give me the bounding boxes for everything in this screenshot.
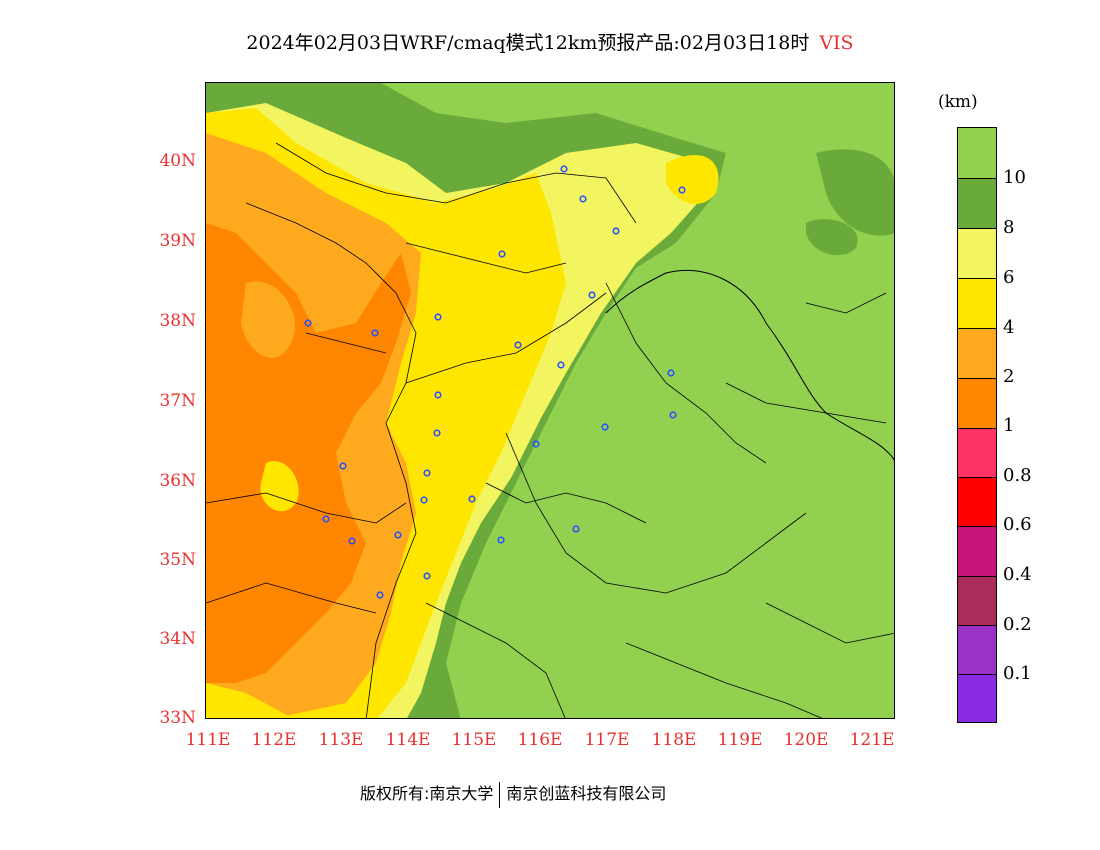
city-marker — [423, 572, 431, 580]
color-bar-segment — [958, 178, 996, 228]
lat-label: 39N — [159, 231, 196, 251]
lon-label: 112E — [251, 730, 297, 750]
city-marker — [433, 429, 441, 437]
lon-label: 118E — [651, 730, 697, 750]
lat-label: 33N — [159, 708, 196, 728]
city-marker — [339, 462, 347, 470]
footer-company: 南京创蓝科技有限公司 — [506, 784, 667, 803]
city-marker — [497, 536, 505, 544]
lon-label: 113E — [318, 730, 364, 750]
visibility-map — [205, 82, 895, 719]
region-vis-2-4-patch — [241, 281, 295, 358]
legend-label: 4 — [1003, 317, 1015, 338]
legend-label: 0.8 — [1003, 465, 1032, 486]
legend-label: 6 — [1003, 267, 1015, 288]
color-bar-segment — [958, 228, 996, 278]
region-vis-8-10-ne — [816, 149, 894, 236]
lat-label: 34N — [159, 629, 196, 649]
lon-label: 117E — [584, 730, 630, 750]
coastline — [605, 269, 894, 461]
city-marker — [371, 329, 379, 337]
lon-label: 115E — [451, 730, 497, 750]
lon-label: 111E — [185, 730, 231, 750]
city-marker — [423, 469, 431, 477]
legend-unit: (km) — [938, 92, 978, 112]
city-marker — [572, 525, 580, 533]
city-marker — [420, 496, 428, 504]
city-marker — [434, 391, 442, 399]
lon-label: 116E — [517, 730, 563, 750]
color-bar-segment — [958, 278, 996, 328]
city-marker — [434, 313, 442, 321]
province-boundaries — [206, 142, 894, 718]
lon-label: 114E — [385, 730, 431, 750]
region-vis-4-6-patch — [260, 461, 299, 512]
region-vis-4-6-south — [206, 683, 293, 718]
city-marker — [612, 227, 620, 235]
city-marker — [394, 531, 402, 539]
lon-label: 120E — [783, 730, 829, 750]
footer-divider — [499, 781, 501, 808]
city-marker — [667, 369, 675, 377]
city-markers — [304, 165, 686, 599]
city-marker — [669, 411, 677, 419]
region-vis-8-10-sea — [806, 219, 858, 256]
footer-copyright: 版权所有:南京大学 — [360, 784, 494, 803]
map-title: 2024年02月03日WRF/cmaq模式12km预报产品:02月03日18时 V… — [0, 28, 1100, 55]
color-bar-segment — [958, 428, 996, 477]
legend-label: 0.2 — [1003, 614, 1032, 635]
city-marker — [560, 165, 568, 173]
legend-label: 10 — [1003, 167, 1026, 188]
lat-label: 35N — [159, 550, 196, 570]
title-main: 2024年02月03日WRF/cmaq模式12km预报产品:02月03日18时 — [246, 32, 810, 54]
title-variable: VIS — [819, 32, 854, 54]
color-bar-segment — [958, 328, 996, 378]
lat-label: 40N — [159, 151, 196, 171]
legend-label: 1 — [1003, 415, 1015, 436]
city-marker — [588, 291, 596, 299]
city-marker — [532, 440, 540, 448]
color-bar-segment — [958, 674, 996, 722]
city-marker — [322, 515, 330, 523]
city-marker — [498, 250, 506, 258]
city-marker — [557, 361, 565, 369]
color-bar-segment — [958, 128, 996, 178]
lat-label: 37N — [159, 391, 196, 411]
legend-label: 0.6 — [1003, 514, 1032, 535]
legend-label: 2 — [1003, 366, 1015, 387]
city-marker — [678, 186, 686, 194]
city-marker — [468, 495, 476, 503]
color-bar-segment — [958, 526, 996, 576]
legend-label: 8 — [1003, 217, 1015, 238]
map-canvas — [206, 83, 894, 718]
lon-label: 121E — [849, 730, 895, 750]
color-bar-segment — [958, 625, 996, 674]
color-bar-segment — [958, 378, 996, 428]
lon-label: 119E — [717, 730, 763, 750]
legend-label: 0.4 — [1003, 564, 1032, 585]
city-marker — [304, 319, 312, 327]
city-marker — [579, 195, 587, 203]
legend-label: 0.1 — [1003, 663, 1032, 684]
footer: 版权所有:南京大学 南京创蓝科技有限公司 — [360, 780, 666, 808]
city-marker — [348, 537, 356, 545]
color-bar — [957, 127, 997, 723]
lat-label: 36N — [159, 471, 196, 491]
city-marker — [601, 423, 609, 431]
city-marker — [376, 591, 384, 599]
lat-label: 38N — [159, 311, 196, 331]
color-bar-segment — [958, 576, 996, 625]
color-bar-segment — [958, 477, 996, 526]
city-marker — [514, 341, 522, 349]
